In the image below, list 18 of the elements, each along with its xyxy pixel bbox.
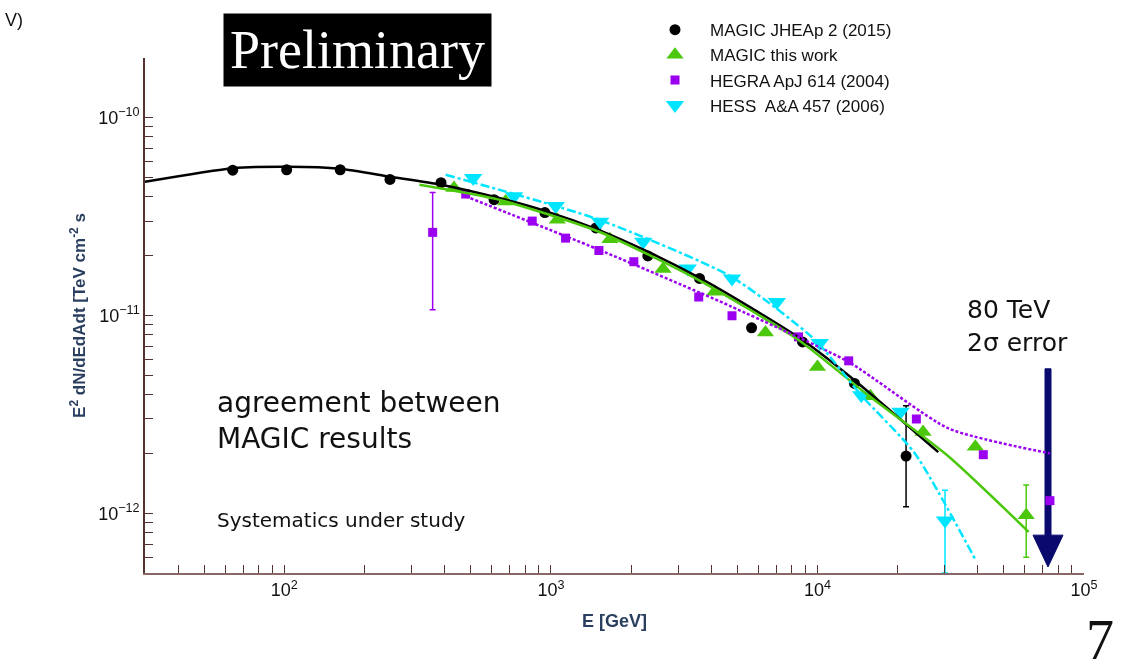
text: V)	[5, 10, 23, 30]
legend-label: MAGIC JHEAp 2 (2015)	[710, 21, 892, 41]
x-axis-title: E [GeV]	[581, 610, 648, 631]
annotation: Preliminary	[230, 20, 485, 80]
annotation: agreement between MAGIC results	[217, 386, 501, 456]
text: 7	[1086, 609, 1114, 665]
x-tick-label: 10$^{2}$	[270, 577, 298, 601]
x-tick-label: 10$^{3}$	[537, 577, 565, 601]
annotation: 80 TeV 2σ error	[967, 295, 1068, 357]
x-tick-label: 10$^{4}$	[803, 577, 831, 601]
annotation: Systematics under study	[217, 508, 466, 532]
y-tick-label: 10$^{−12}$	[98, 501, 140, 524]
legend-label: HESS A&A 457 (2006)	[710, 96, 885, 116]
y-tick-label: 10$^{−10}$	[98, 105, 140, 128]
y-tick-label: 10$^{−11}$	[99, 303, 140, 326]
legend-label: MAGIC this work	[710, 46, 839, 66]
legend-label: HEGRA ApJ 614 (2004)	[710, 71, 890, 91]
x-tick-label: 10$^{5}$	[1070, 577, 1098, 601]
